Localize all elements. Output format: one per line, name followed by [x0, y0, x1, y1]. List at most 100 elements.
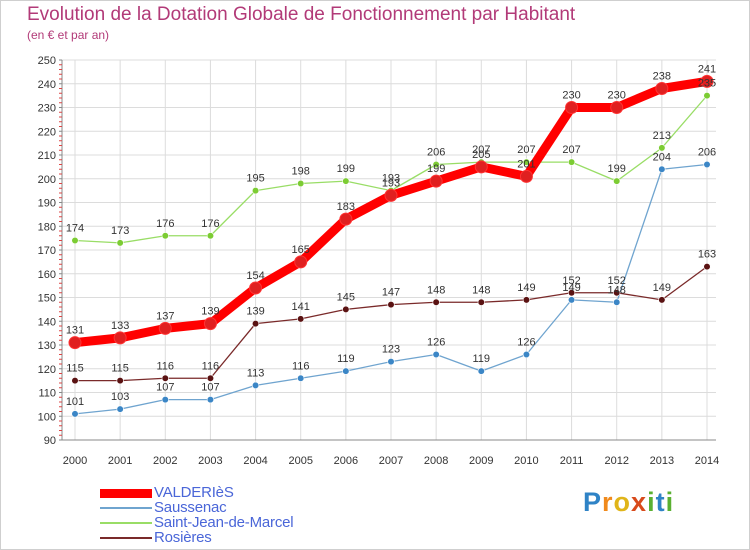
- y-tick-label: 170: [38, 245, 56, 257]
- data-point: [432, 160, 440, 169]
- data-label: 207: [562, 144, 580, 156]
- y-tick-label: 100: [38, 411, 56, 423]
- data-point: [477, 298, 485, 306]
- data-label: 139: [201, 306, 219, 318]
- data-label: 199: [427, 163, 445, 175]
- data-label: 241: [698, 63, 716, 75]
- x-tick-label: 2013: [650, 455, 674, 467]
- data-label: 116: [202, 360, 220, 372]
- data-label: 205: [472, 149, 490, 161]
- data-label: 207: [472, 144, 490, 156]
- data-label: 230: [562, 90, 580, 102]
- data-point: [342, 177, 350, 185]
- y-tick-label: 90: [44, 435, 56, 447]
- data-label: 116: [157, 360, 175, 372]
- data-point: [519, 169, 533, 183]
- data-label: 149: [517, 282, 535, 294]
- data-point: [158, 321, 172, 335]
- data-label: 230: [608, 90, 626, 102]
- x-tick-label: 2004: [243, 455, 267, 467]
- data-point: [703, 92, 711, 100]
- data-label: 139: [246, 306, 264, 318]
- y-tick-label: 220: [38, 126, 56, 138]
- x-tick-label: 2001: [108, 455, 132, 467]
- data-point: [251, 187, 260, 195]
- data-label: 204: [653, 151, 671, 163]
- x-tick-label: 2008: [424, 455, 448, 467]
- data-label: 154: [246, 270, 264, 282]
- legend-swatch-valderies: [100, 489, 152, 498]
- x-tick-label: 2006: [334, 455, 358, 467]
- logo-letter: x: [631, 487, 648, 517]
- data-point: [116, 239, 124, 247]
- data-point: [658, 144, 666, 152]
- data-point: [206, 374, 215, 382]
- x-tick-label: 2005: [288, 455, 312, 467]
- legend-label-saint-jean-de-marcel: Saint-Jean-de-Marcel: [154, 514, 294, 531]
- data-point: [294, 255, 308, 269]
- legend-label-rosieres: Rosières: [154, 529, 212, 546]
- data-point: [384, 188, 398, 202]
- data-point: [477, 367, 485, 375]
- y-tick-label: 140: [38, 316, 56, 328]
- data-point: [655, 82, 669, 95]
- data-point: [342, 305, 350, 313]
- data-point: [161, 232, 169, 240]
- data-point: [703, 263, 711, 271]
- data-label: 116: [292, 360, 310, 372]
- logo-letter: i: [647, 487, 656, 517]
- data-label: 206: [698, 147, 716, 159]
- legend-label-valderies: VALDERIèS: [154, 484, 234, 501]
- data-point: [342, 367, 350, 375]
- y-tick-label: 240: [38, 79, 56, 91]
- data-label: 199: [337, 163, 355, 175]
- data-point: [206, 232, 215, 240]
- chart-title: Evolution de la Dotation Globale de Fonc…: [27, 4, 576, 25]
- data-label: 174: [66, 223, 84, 235]
- data-label: 152: [608, 275, 626, 287]
- data-point: [429, 174, 443, 188]
- data-point: [206, 396, 215, 404]
- data-label: 126: [427, 337, 445, 349]
- data-label: 141: [292, 301, 310, 313]
- data-point: [71, 377, 79, 385]
- data-point: [387, 301, 395, 309]
- data-point: [432, 350, 440, 359]
- data-label: 149: [562, 282, 580, 294]
- data-point: [297, 179, 305, 188]
- data-point: [613, 298, 621, 306]
- data-label: 165: [292, 244, 310, 256]
- data-label: 195: [246, 173, 264, 185]
- legend-label-saussenac: Saussenac: [154, 499, 227, 516]
- y-tick-label: 230: [38, 103, 56, 115]
- data-point: [567, 296, 576, 304]
- data-label: 152: [562, 275, 580, 287]
- y-tick-label: 160: [38, 269, 56, 281]
- y-tick-label: 210: [38, 150, 56, 162]
- data-label: 148: [427, 284, 445, 296]
- data-label: 183: [337, 201, 355, 213]
- data-label: 207: [517, 144, 535, 156]
- y-tick-label: 200: [38, 174, 56, 186]
- y-tick-label: 120: [38, 364, 56, 376]
- logo-letter: i: [665, 487, 675, 517]
- x-tick-label: 2014: [695, 455, 719, 467]
- data-point: [387, 358, 395, 366]
- data-point: [700, 74, 714, 88]
- y-tick-label: 250: [38, 55, 56, 67]
- data-point: [567, 158, 576, 166]
- data-point: [703, 160, 711, 169]
- data-point: [339, 212, 353, 226]
- data-point: [251, 381, 260, 389]
- data-label: 113: [247, 367, 265, 379]
- data-label: 115: [66, 363, 84, 375]
- data-label: 126: [517, 337, 535, 349]
- data-label: 206: [427, 147, 445, 159]
- data-point: [522, 350, 531, 359]
- x-tick-label: 2002: [153, 455, 177, 467]
- data-point: [249, 281, 263, 295]
- logo-letter: P: [583, 487, 603, 517]
- data-point: [474, 160, 488, 174]
- x-tick-label: 2010: [514, 455, 538, 467]
- x-tick-label: 2012: [604, 455, 628, 467]
